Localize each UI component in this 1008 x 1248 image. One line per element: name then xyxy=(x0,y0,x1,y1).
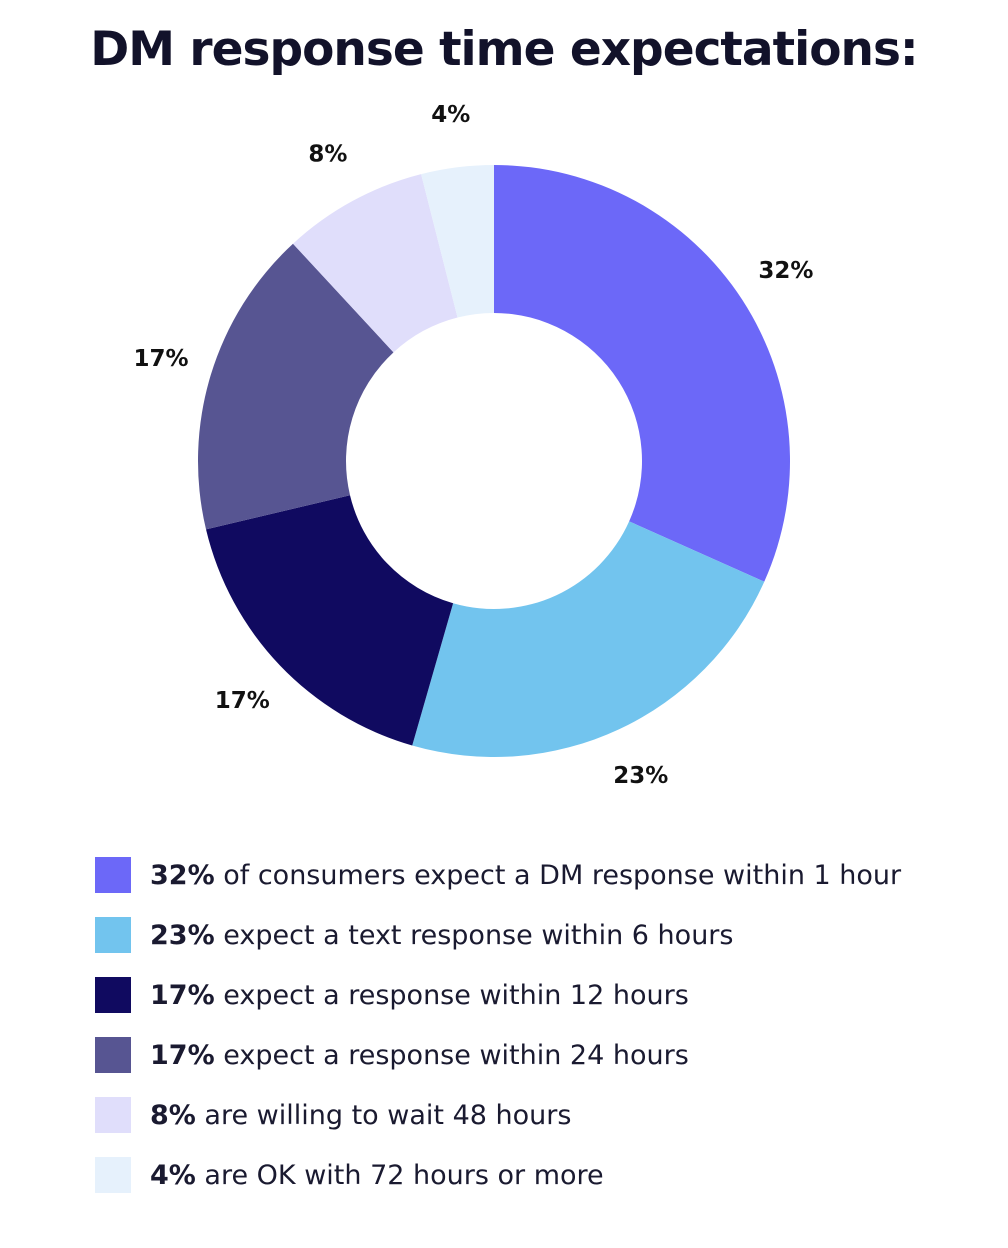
legend-swatch xyxy=(95,917,131,953)
legend-description: are OK with 72 hours or more xyxy=(195,1159,604,1191)
legend-percent: 17% xyxy=(150,1039,215,1071)
legend-percent: 23% xyxy=(150,919,215,951)
slice-label-6: 4% xyxy=(431,102,470,128)
slice-label-4: 17% xyxy=(134,346,189,372)
chart-title: DM response time expectations: xyxy=(90,22,918,77)
legend-percent: 8% xyxy=(150,1099,196,1131)
legend-text: 23% expect a text response within 6 hour… xyxy=(150,920,733,951)
legend-swatch xyxy=(95,1157,131,1193)
legend-percent: 17% xyxy=(150,979,215,1011)
legend-text: 8% are willing to wait 48 hours xyxy=(150,1100,571,1131)
slice-label-5: 8% xyxy=(308,142,347,168)
legend-swatch xyxy=(95,1037,131,1073)
donut-slice-6 xyxy=(421,165,494,318)
donut-slice-3 xyxy=(206,495,454,746)
slice-label-3: 17% xyxy=(215,688,270,714)
slice-label-2: 23% xyxy=(613,763,668,789)
legend-description: expect a text response within 6 hours xyxy=(214,919,734,951)
legend-item: 17% expect a response within 12 hours xyxy=(95,965,901,1025)
legend-description: expect a response within 12 hours xyxy=(214,979,689,1011)
legend-swatch xyxy=(95,857,131,893)
legend-item: 8% are willing to wait 48 hours xyxy=(95,1085,901,1145)
legend-description: are willing to wait 48 hours xyxy=(195,1099,572,1131)
legend-item: 23% expect a text response within 6 hour… xyxy=(95,905,901,965)
donut-slice-2 xyxy=(412,521,765,758)
donut-slice-5 xyxy=(292,174,458,353)
legend-swatch xyxy=(95,1097,131,1133)
legend-text: 4% are OK with 72 hours or more xyxy=(150,1160,604,1191)
legend-swatch xyxy=(95,977,131,1013)
donut-slice-1 xyxy=(494,165,791,582)
slice-label-1: 32% xyxy=(758,258,813,284)
donut-slices xyxy=(198,165,791,758)
legend-description: of consumers expect a DM response within… xyxy=(214,859,902,891)
legend-description: expect a response within 24 hours xyxy=(214,1039,689,1071)
slice-labels: 32% 23% 17% 17% 8% 4% xyxy=(134,102,814,789)
legend-item: 4% are OK with 72 hours or more xyxy=(95,1145,901,1205)
legend: 32% of consumers expect a DM response wi… xyxy=(95,845,901,1205)
legend-item: 17% expect a response within 24 hours xyxy=(95,1025,901,1085)
legend-percent: 4% xyxy=(150,1159,196,1191)
donut-slice-4 xyxy=(198,243,394,530)
legend-item: 32% of consumers expect a DM response wi… xyxy=(95,845,901,905)
legend-percent: 32% xyxy=(150,859,215,891)
legend-text: 32% of consumers expect a DM response wi… xyxy=(150,860,901,891)
legend-text: 17% expect a response within 24 hours xyxy=(150,1040,689,1071)
donut-chart: 32% 23% 17% 17% 8% 4% xyxy=(134,102,814,789)
legend-text: 17% expect a response within 12 hours xyxy=(150,980,689,1011)
